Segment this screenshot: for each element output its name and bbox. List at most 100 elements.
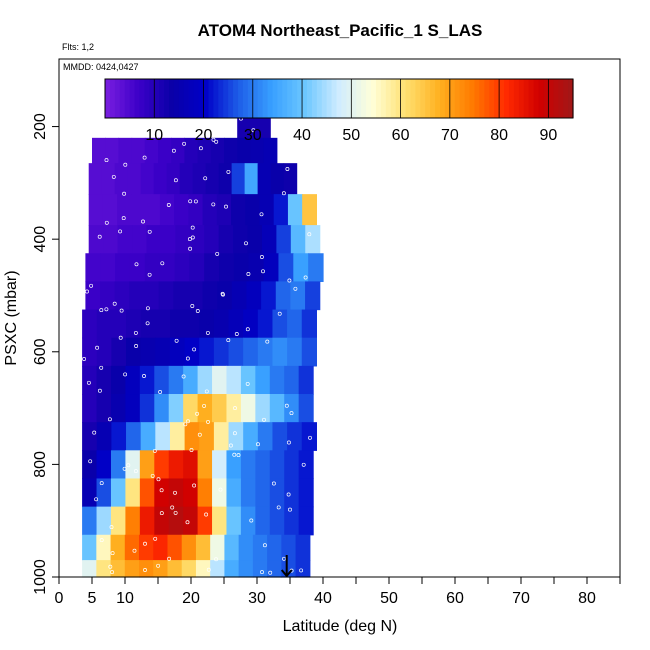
sample-marker [206, 567, 211, 572]
x-tick-label: 70 [512, 590, 530, 607]
colorbar-segment [474, 79, 480, 118]
heatmap-cell [248, 253, 265, 282]
sample-marker [99, 308, 104, 313]
heatmap-cell [276, 225, 292, 254]
heatmap-cell [125, 365, 141, 395]
colorbar-segment [356, 79, 362, 118]
sample-marker [211, 202, 216, 207]
heatmap-cell [295, 560, 311, 578]
colorbar-segment [499, 79, 505, 118]
heatmap-cell [257, 309, 274, 339]
colorbar-segment [252, 79, 259, 118]
colorbar-segment [331, 79, 338, 118]
colorbar-segment [183, 79, 190, 118]
heatmap-cell [102, 194, 118, 226]
heatmap-cell [96, 560, 112, 578]
heatmap-cell [269, 394, 285, 423]
heatmap-cell [183, 506, 199, 536]
sample-marker [185, 520, 190, 525]
sample-marker [190, 235, 195, 240]
colorbar-segment [188, 79, 195, 118]
colorbar-segment [361, 79, 367, 118]
heatmap-cell [226, 365, 242, 395]
sample-marker [189, 448, 194, 452]
sample-marker [118, 335, 123, 340]
heatmap-cell [192, 163, 207, 195]
heatmap-cell [240, 450, 256, 480]
sample-marker [134, 344, 139, 348]
heatmap-cell [168, 506, 184, 536]
heatmap-cell [88, 194, 104, 226]
sample-marker [232, 431, 237, 436]
sample-marker [249, 518, 254, 523]
colorbar-segment [454, 79, 461, 118]
sample-marker [122, 466, 127, 471]
heatmap-cell [212, 478, 228, 508]
heatmap-cell [96, 337, 112, 367]
x-tick-label: 30 [248, 590, 266, 607]
heatmap-cell [212, 394, 228, 423]
heatmap-cell [197, 478, 213, 508]
sample-marker [185, 356, 190, 361]
heatmap-cell [240, 506, 256, 536]
colorbar-segment [119, 79, 126, 118]
sample-marker [245, 381, 250, 386]
colorbar-segment [154, 79, 160, 118]
heatmap-cell [255, 478, 271, 508]
colorbar-segment [484, 79, 490, 118]
sample-marker [109, 525, 114, 530]
heatmap-cell [155, 422, 171, 451]
colorbar-segment [543, 79, 549, 118]
colorbar-segment [169, 79, 175, 118]
heatmap-cell [125, 506, 141, 536]
heatmap-cell [284, 506, 300, 536]
sample-marker [232, 452, 237, 457]
heatmap-cell [284, 394, 300, 423]
heatmap-cell [226, 506, 242, 536]
sample-marker [118, 229, 123, 234]
sample-marker [107, 417, 112, 422]
sample-marker [277, 311, 282, 316]
colorbar-segment [139, 79, 146, 118]
heatmap-cell [117, 225, 133, 254]
heatmap-cell [155, 309, 171, 339]
heatmap-cell [231, 194, 246, 226]
sample-marker [158, 390, 163, 394]
heatmap-cell [183, 450, 199, 480]
colorbar-segment [302, 79, 308, 118]
x-tick-label: 40 [314, 590, 332, 607]
heatmap-cell [125, 394, 141, 423]
heatmap-cell [129, 253, 146, 282]
sample-marker [303, 275, 308, 280]
heatmap-cell [202, 194, 218, 226]
heatmap-cell [219, 253, 235, 282]
heatmap-cell [224, 534, 240, 561]
heatmap-cell [96, 450, 112, 480]
heatmap-cell [140, 163, 155, 195]
colorbar-segment [405, 79, 412, 118]
colorbar-segment [306, 79, 313, 118]
colorbar-segment [208, 79, 214, 118]
colorbar-segment [193, 79, 200, 118]
colorbar-segment [380, 79, 387, 118]
heatmap-cell [298, 506, 314, 536]
heatmap-cell [224, 560, 240, 578]
sample-marker [94, 497, 99, 502]
heatmap-cell [82, 337, 98, 367]
sample-marker [153, 536, 158, 541]
heatmap-cell [305, 281, 321, 311]
heatmap-cell [281, 534, 297, 561]
heatmap-cell [126, 309, 142, 339]
colorbar-segment [528, 79, 535, 118]
heatmap-cell [181, 560, 197, 578]
heatmap-cell [124, 534, 140, 561]
heatmap-cell [88, 163, 103, 195]
heatmap-cell [167, 534, 183, 561]
heatmap-cell [213, 337, 230, 367]
sample-marker [299, 568, 304, 573]
heatmap-cell [226, 394, 242, 423]
heatmap-cells [82, 109, 324, 578]
heatmap-cell [82, 534, 97, 561]
heatmap-cell [88, 225, 104, 254]
heatmap-cell [82, 422, 98, 451]
